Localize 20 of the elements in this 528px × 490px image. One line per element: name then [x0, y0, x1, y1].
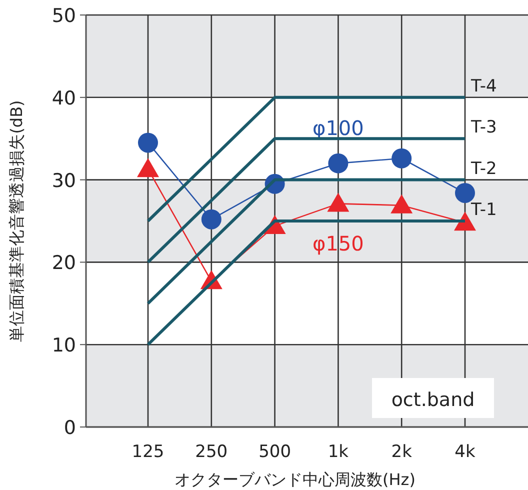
series-label: T-4: [470, 76, 497, 96]
x-tick-label: 500: [258, 442, 292, 462]
y-axis-title: 単位面積基準化音響透過損失(dB): [7, 100, 26, 342]
x-tick-label: 125: [132, 442, 164, 462]
y-tick-label: 20: [52, 252, 76, 274]
x-tick-label: 1k: [328, 442, 349, 462]
annotation: oct.band: [372, 378, 494, 418]
x-tick-label: 2k: [391, 442, 412, 462]
annotation: oct.band: [391, 389, 475, 411]
y-tick-label: 0: [64, 417, 76, 439]
y-tick-label: 10: [52, 334, 76, 357]
series-label: T-3: [470, 118, 497, 138]
x-tick-label: 250: [195, 442, 228, 462]
series-label: T-2: [470, 158, 497, 179]
x-axis-title: オクターブバンド中心周波数(Hz): [174, 470, 416, 489]
series-label: T-1: [470, 200, 497, 220]
y-tick-label: 30: [52, 170, 76, 192]
y-tick-label: 40: [52, 87, 76, 110]
x-tick-label: 4k: [454, 442, 476, 462]
y-tick-label: 50: [52, 5, 76, 27]
